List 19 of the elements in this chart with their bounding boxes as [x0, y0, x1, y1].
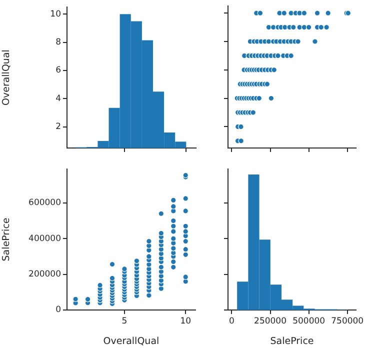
y-tick-label: 10: [50, 9, 61, 20]
y-tick-label: 0: [56, 305, 61, 316]
x-tick-label: 250000: [254, 316, 286, 326]
y-tick-label: 6: [56, 66, 61, 76]
x-tick-label: 10: [180, 316, 192, 326]
y-tick-label: 600000: [28, 198, 61, 208]
y-tick-label: 4: [56, 94, 61, 104]
x-tick-label: 0: [228, 316, 234, 326]
y-axis-title: SalePrice: [1, 218, 12, 262]
y-tick-label: 200000: [28, 270, 61, 280]
x-axis-title: SalePrice: [270, 336, 314, 347]
x-axis-title: OverallQual: [103, 336, 160, 347]
x-tick-label: 750000: [331, 316, 364, 326]
y-tick-label: 400000: [28, 234, 61, 244]
x-tick-label: 5: [122, 316, 128, 326]
y-tick-label: 2: [56, 122, 61, 132]
y-tick-label: 8: [56, 38, 61, 48]
y-axis-title: OverallQual: [1, 50, 12, 106]
x-tick-label: 500000: [292, 316, 326, 326]
